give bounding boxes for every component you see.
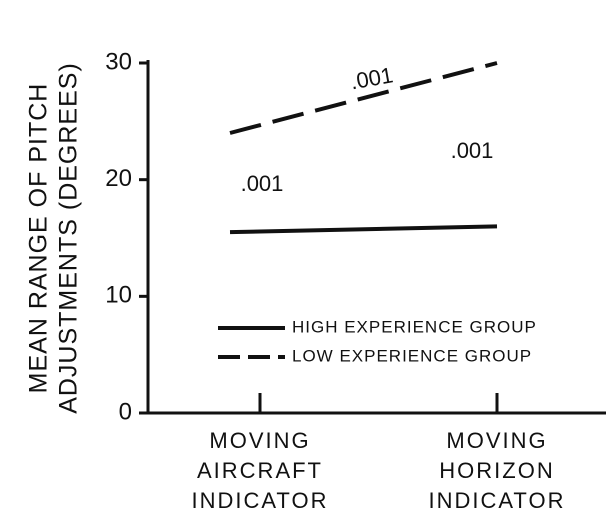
y-axis-label: MEAN RANGE OF PITCH	[25, 83, 53, 394]
y-tick-label: 20	[105, 165, 132, 192]
x-tick-label: MOVING AIRCRAFT INDICATOR	[192, 428, 329, 513]
series-line	[229, 224, 498, 235]
annotation: .001	[241, 171, 284, 196]
series-line	[229, 61, 498, 135]
y-axis-label: ADJUSTMENTS (DEGREES)	[55, 62, 83, 414]
legend-label: HIGH EXPERIENCE GROUP	[292, 317, 537, 336]
y-tick-label: 10	[105, 282, 132, 309]
legend-label: LOW EXPERIENCE GROUP	[292, 346, 532, 365]
annotation: .001	[451, 138, 494, 163]
y-tick-label: 30	[105, 48, 132, 75]
x-tick-label: MOVING HORIZON INDICATOR	[429, 428, 566, 513]
y-tick-label: 0	[119, 398, 132, 425]
